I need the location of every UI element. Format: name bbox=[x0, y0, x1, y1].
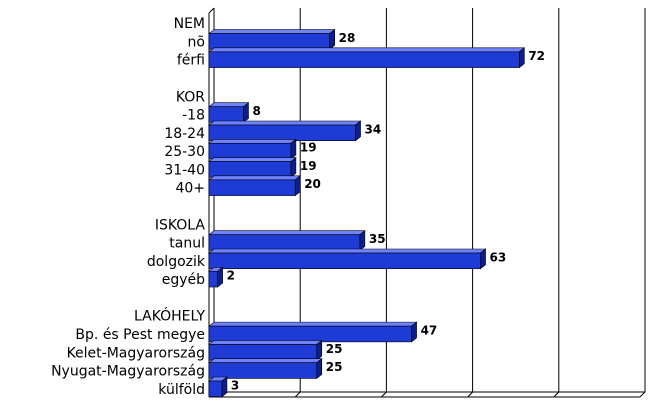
bar-top bbox=[208, 321, 418, 327]
axis-left-depth bbox=[208, 7, 215, 14]
bar bbox=[208, 325, 412, 343]
value-label: 25 bbox=[326, 342, 343, 356]
bar bbox=[208, 179, 296, 196]
value-label: 19 bbox=[300, 141, 317, 155]
bar-top bbox=[208, 29, 336, 34]
value-label: 8 bbox=[252, 104, 260, 118]
bar bbox=[208, 124, 356, 142]
bar bbox=[208, 161, 292, 178]
grid-depth bbox=[467, 391, 473, 398]
y-tick-label: férfi bbox=[177, 53, 205, 69]
value-label: 3 bbox=[231, 378, 239, 392]
bar bbox=[208, 252, 481, 270]
y-tick-label: 31-40 bbox=[164, 162, 205, 178]
y-tick-label: 18-24 bbox=[164, 126, 205, 142]
y-tick-label: -18 bbox=[182, 108, 205, 124]
grid-depth bbox=[553, 391, 560, 398]
bar-top bbox=[208, 138, 297, 144]
value-label: 47 bbox=[421, 324, 438, 338]
y-tick-label: dolgozik bbox=[147, 254, 206, 270]
bar bbox=[208, 51, 520, 68]
grid-depth bbox=[381, 391, 387, 398]
y-tick-label: ISKOLA bbox=[155, 217, 206, 233]
y-tick-label: 40+ bbox=[175, 181, 205, 197]
y-tick-label: Nyugat-Magyarország bbox=[51, 364, 205, 380]
value-label: 20 bbox=[304, 177, 321, 191]
bar-top bbox=[208, 47, 526, 53]
bar-top bbox=[208, 120, 362, 126]
value-label: 25 bbox=[326, 360, 343, 374]
value-label: 19 bbox=[300, 159, 317, 173]
grid-depth bbox=[294, 391, 301, 398]
bar bbox=[208, 106, 244, 123]
value-label: 2 bbox=[227, 269, 235, 283]
value-label: 35 bbox=[369, 232, 386, 246]
y-tick-label: Bp. és Pest megye bbox=[75, 327, 205, 343]
bar-top bbox=[208, 340, 323, 345]
value-label: 72 bbox=[528, 49, 545, 63]
value-label: 63 bbox=[490, 250, 507, 264]
value-label: 34 bbox=[365, 122, 382, 136]
value-label: 28 bbox=[339, 31, 356, 45]
bar-top bbox=[208, 248, 487, 254]
bar-top bbox=[208, 157, 297, 162]
bar bbox=[208, 33, 330, 50]
bar-top bbox=[208, 358, 323, 364]
bar-top bbox=[208, 175, 302, 181]
bar-top bbox=[208, 230, 366, 236]
y-tick-label: 25-30 bbox=[164, 144, 205, 160]
bar bbox=[208, 270, 218, 288]
y-tick-label: nõ bbox=[188, 34, 205, 50]
bar bbox=[208, 380, 223, 398]
y-tick-label: külföld bbox=[158, 382, 205, 398]
y-tick-label: LAKÓHELY bbox=[134, 307, 205, 325]
bar-top bbox=[208, 102, 250, 108]
bar bbox=[208, 234, 361, 251]
bar bbox=[208, 142, 292, 160]
y-tick-label: egyéb bbox=[162, 272, 205, 288]
y-tick-label: Kelet-Magyarország bbox=[67, 345, 205, 361]
y-tick-label: KOR bbox=[176, 89, 205, 105]
y-tick-label: tanul bbox=[169, 236, 205, 252]
y-tick-label: NEM bbox=[174, 16, 205, 32]
grid-depth bbox=[639, 391, 646, 398]
bar bbox=[208, 344, 318, 361]
bar bbox=[208, 362, 318, 379]
